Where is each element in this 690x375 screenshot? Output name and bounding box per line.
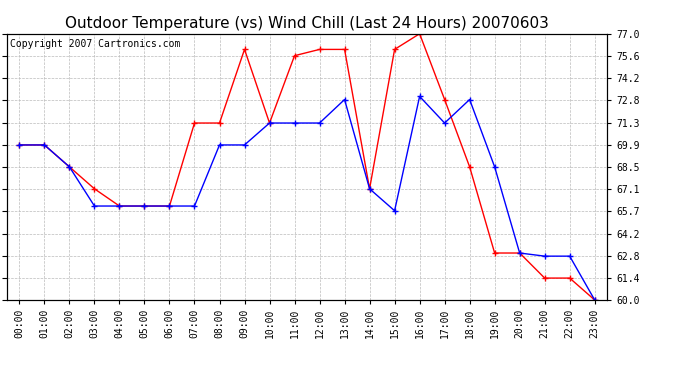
Text: Copyright 2007 Cartronics.com: Copyright 2007 Cartronics.com xyxy=(10,39,180,49)
Title: Outdoor Temperature (vs) Wind Chill (Last 24 Hours) 20070603: Outdoor Temperature (vs) Wind Chill (Las… xyxy=(65,16,549,31)
